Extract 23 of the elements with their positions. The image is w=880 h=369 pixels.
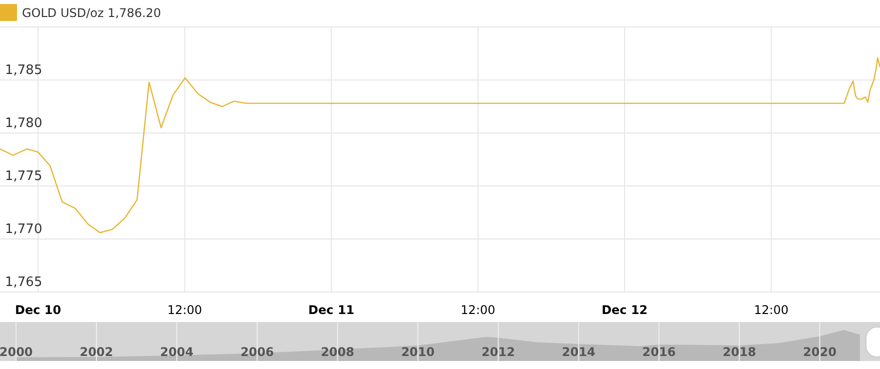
y-tick-label: 1,775 [5, 169, 42, 184]
x-tick-label: 2010 [401, 345, 435, 359]
x-tick-label: 2006 [240, 345, 274, 359]
x-tick-label: 12:00 [167, 303, 202, 317]
x-tick-label: 2004 [160, 345, 194, 359]
x-tick-label: 12:00 [754, 303, 789, 317]
x-tick-label: 2008 [320, 345, 354, 359]
x-tick-label: 2000 [0, 345, 33, 359]
y-tick-label: 1,780 [5, 116, 42, 131]
x-tick-label: 2020 [803, 345, 836, 359]
x-tick-label: 2018 [722, 345, 756, 359]
x-tick-label: 2012 [482, 345, 515, 359]
x-tick-label: 2016 [642, 345, 676, 359]
x-tick-label: 2014 [562, 345, 596, 359]
x-tick-label: 2002 [80, 345, 114, 359]
legend-label: GOLD USD/oz 1,786.20 [22, 6, 162, 20]
y-tick-label: 1,785 [5, 63, 42, 78]
x-tick-label: 12:00 [460, 303, 496, 317]
x-tick-label: Dec 11 [308, 303, 354, 317]
x-tick-label: Dec 12 [602, 303, 648, 317]
y-tick-label: 1,770 [5, 222, 42, 237]
y-tick-label: 1,765 [5, 275, 42, 290]
x-tick-label: Dec 10 [15, 303, 62, 317]
